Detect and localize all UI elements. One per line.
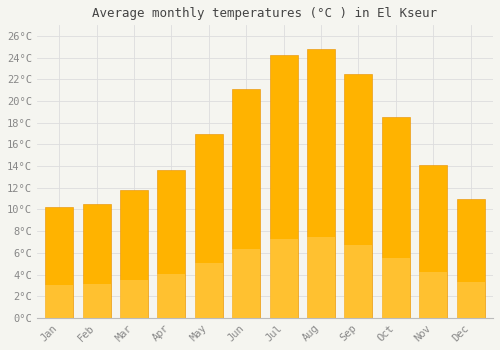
Bar: [158, 170, 186, 318]
Bar: [232, 249, 260, 318]
Bar: [158, 274, 186, 318]
Bar: [307, 237, 335, 318]
Bar: [344, 245, 372, 318]
Bar: [120, 280, 148, 318]
Bar: [82, 284, 110, 318]
Bar: [456, 199, 484, 318]
Bar: [45, 207, 74, 318]
Bar: [270, 55, 297, 318]
Bar: [382, 258, 410, 318]
Bar: [382, 117, 410, 318]
Bar: [307, 49, 335, 318]
Bar: [456, 282, 484, 318]
Bar: [120, 190, 148, 318]
Bar: [45, 285, 74, 318]
Bar: [270, 239, 297, 318]
Bar: [344, 74, 372, 318]
Bar: [195, 134, 223, 318]
Bar: [195, 262, 223, 318]
Bar: [419, 272, 447, 318]
Title: Average monthly temperatures (°C ) in El Kseur: Average monthly temperatures (°C ) in El…: [92, 7, 438, 20]
Bar: [419, 165, 447, 318]
Bar: [82, 204, 110, 318]
Bar: [232, 89, 260, 318]
